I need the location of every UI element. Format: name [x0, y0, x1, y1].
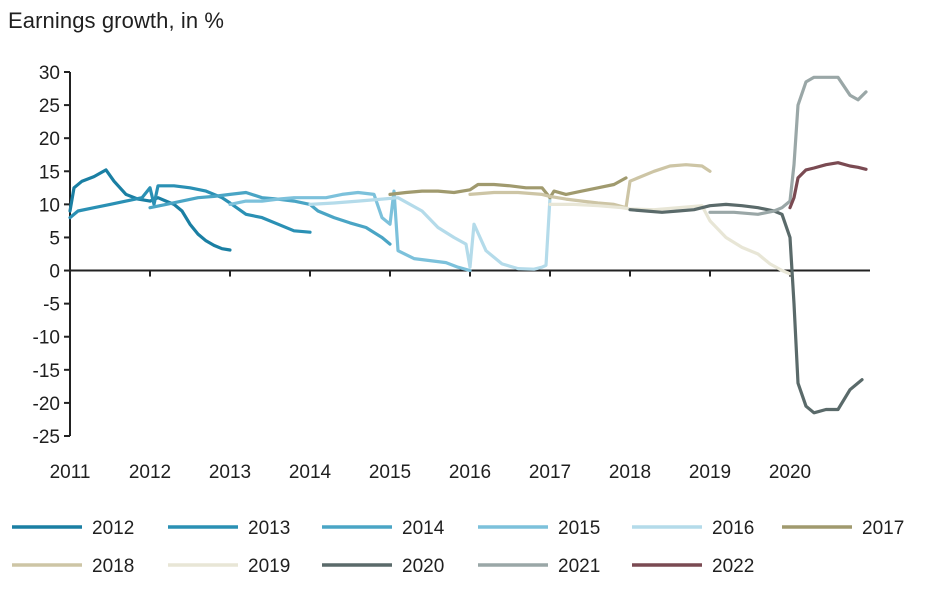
series-line-2017	[388, 176, 628, 200]
series-line-2018	[468, 163, 712, 210]
legend-item-2017: 2017	[782, 518, 904, 539]
x-axis: 2011 2012 2013 2014 2015 2016 2017 2018 2019 2020	[50, 269, 870, 483]
series-line-2021	[708, 75, 868, 216]
y-tick-label: 0	[49, 262, 60, 283]
series-line-2019	[548, 202, 792, 276]
y-axis: 30 25 20 15 10 5 0 -5 -10 -15 -20 -25	[33, 63, 71, 448]
legend-label: 2018	[92, 556, 134, 577]
y-tick-label: 30	[39, 63, 60, 84]
legend-label: 2012	[92, 518, 134, 539]
legend-item-2022: 2022	[632, 556, 754, 577]
series-line-2012	[68, 168, 232, 252]
series-line-2013	[68, 184, 312, 234]
legend-item-2015: 2015	[478, 518, 600, 539]
y-tick-label: -25	[33, 427, 60, 448]
x-tick-label: 2019	[689, 462, 731, 483]
legend-item-2020: 2020	[322, 556, 444, 577]
y-tick-label: 20	[39, 129, 60, 150]
x-tick-label: 2015	[369, 462, 411, 483]
legend-label: 2017	[862, 518, 904, 539]
legend-label: 2019	[248, 556, 290, 577]
series-line-2015	[228, 189, 472, 273]
x-tick-label: 2016	[449, 462, 491, 483]
series-lines	[68, 75, 868, 415]
y-tick-label: -20	[33, 394, 60, 415]
legend-item-2013: 2013	[168, 518, 290, 539]
x-tick-label: 2018	[609, 462, 651, 483]
legend-label: 2015	[558, 518, 600, 539]
y-tick-label: 15	[39, 162, 60, 183]
x-tick-label: 2012	[129, 462, 171, 483]
legend-item-2021: 2021	[478, 556, 600, 577]
legend-label: 2014	[402, 518, 445, 539]
legend-label: 2013	[248, 518, 290, 539]
y-tick-label: -15	[33, 361, 60, 382]
x-tick-label: 2011	[50, 462, 91, 483]
y-tick-label: 25	[39, 96, 60, 117]
legend-label: 2016	[712, 518, 754, 539]
series-line-2016	[308, 196, 552, 271]
chart-title: Earnings growth, in %	[8, 8, 225, 33]
y-tick-label: 10	[39, 195, 60, 216]
legend-label: 2020	[402, 556, 444, 577]
legend-item-2016: 2016	[632, 518, 754, 539]
y-tick-label: -5	[43, 295, 60, 316]
series-line-2022	[788, 161, 868, 210]
y-tick-label: 5	[49, 228, 60, 249]
legend-label: 2021	[558, 556, 600, 577]
legend-item-2012: 2012	[12, 518, 134, 539]
legend-item-2014: 2014	[322, 518, 445, 539]
y-tick-label: -10	[33, 328, 60, 349]
series-line-2020	[628, 202, 864, 415]
x-tick-label: 2014	[289, 462, 332, 483]
x-tick-label: 2020	[769, 462, 811, 483]
legend-item-2018: 2018	[12, 556, 134, 577]
legend: 2012 2013 2014 2015 2016 2017 2018 2019 2020 2021…	[12, 518, 904, 577]
x-tick-label: 2013	[209, 462, 251, 483]
legend-label: 2022	[712, 556, 754, 577]
x-tick-label: 2017	[529, 462, 571, 483]
legend-item-2019: 2019	[168, 556, 290, 577]
